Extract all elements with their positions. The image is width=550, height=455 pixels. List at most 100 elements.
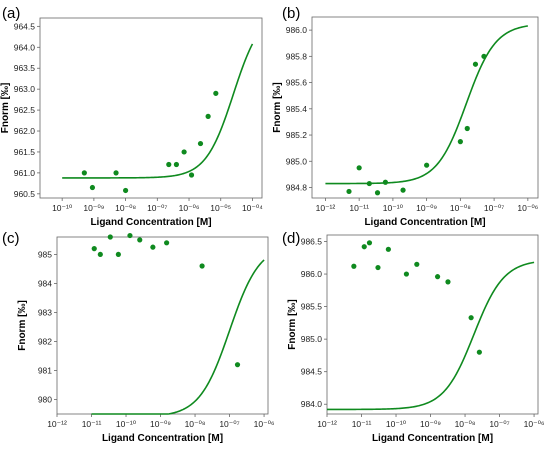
data-point (199, 263, 205, 269)
x-tick-label: 10⁻¹¹ (352, 419, 372, 429)
data-point (375, 264, 381, 271)
data-point (197, 140, 204, 147)
y-tick-label: 962.5 (14, 105, 36, 115)
y-axis-label: Fnorm [‰] (272, 82, 283, 133)
data-point (137, 237, 143, 243)
y-tick-label: 986.0 (301, 269, 323, 279)
x-tick-label: 10⁻⁰⁸ (115, 203, 136, 213)
x-tick-label: 10⁻⁰⁹ (150, 419, 171, 429)
y-tick-label: 982 (38, 336, 52, 346)
data-point (472, 61, 479, 67)
data-point (127, 232, 133, 239)
fit-curve (91, 259, 265, 415)
y-tick-label: 963.5 (14, 63, 36, 73)
fit-curve (326, 261, 535, 411)
y-tick-label: 961.5 (14, 147, 36, 157)
x-tick-label: 10⁻⁰⁶ (517, 203, 538, 213)
x-tick-label: 10⁻⁰⁸ (450, 203, 471, 213)
x-tick-label: 10⁻¹⁰ (386, 419, 407, 429)
y-tick-label: 964.0 (14, 42, 36, 52)
x-tick-label: 10⁻⁰⁶ (524, 419, 545, 429)
x-tick-label: 10⁻¹¹ (349, 203, 369, 213)
y-tick-label: 985.4 (286, 104, 308, 114)
data-point (464, 125, 470, 132)
data-point (115, 251, 121, 258)
y-tick-label: 984 (38, 278, 52, 288)
data-point (403, 271, 410, 277)
fit-curve (325, 25, 528, 185)
y-tick-label: 963.0 (14, 84, 36, 94)
data-point (89, 184, 96, 191)
y-tick-label: 985.0 (301, 334, 323, 344)
y-tick-label: 985.8 (286, 51, 308, 61)
x-axis-label: Ligand Concentration [M] (364, 217, 485, 228)
data-point (173, 161, 180, 168)
chart-panel-4: (d) 10⁻¹² 10⁻¹¹ 10⁻¹⁰ 10⁻⁰⁹ 10⁻⁰⁸ 10⁻⁰⁷ 10⁻⁰⁶ 98… (282, 230, 544, 444)
data-point (97, 251, 103, 258)
x-axis-label: Ligand Concentration [M] (90, 217, 211, 228)
y-tick-label: 985.0 (286, 156, 308, 166)
panel-label: (a) (2, 5, 20, 22)
data-point (385, 246, 391, 252)
data-point (481, 53, 487, 59)
x-tick-label: 10⁻⁰⁷ (219, 419, 239, 429)
y-tick-label: 985.5 (301, 302, 323, 312)
x-tick-label: 10⁻⁰⁶ (254, 419, 275, 429)
data-point (400, 187, 406, 193)
y-tick-label: 962.0 (14, 126, 36, 136)
data-point (356, 165, 362, 171)
data-point (468, 315, 474, 321)
y-tick-label: 985 (38, 249, 52, 259)
data-point (346, 188, 352, 195)
x-tick-label: 10⁻⁰⁵ (210, 203, 231, 213)
data-point (445, 279, 451, 285)
y-tick-label: 986.0 (286, 25, 308, 35)
y-axis-label: Fnorm [‰] (0, 83, 11, 134)
x-tick-label: 10⁻¹¹ (82, 419, 102, 429)
data-point (234, 362, 241, 368)
data-point (382, 179, 389, 185)
x-tick-label: 10⁻⁰⁴ (242, 203, 263, 213)
x-tick-label: 10⁻⁰⁹ (416, 203, 437, 213)
x-tick-label: 10⁻⁰⁶ (179, 203, 200, 213)
data-point (434, 274, 441, 280)
x-tick-label: 10⁻¹² (316, 203, 336, 213)
x-tick-label: 10⁻¹² (317, 419, 337, 429)
data-point (91, 246, 97, 252)
plot-frame (311, 16, 539, 199)
x-tick-label: 10⁻⁰⁷ (489, 419, 509, 429)
y-tick-label: 984.5 (301, 367, 323, 377)
panel-label: (b) (282, 5, 300, 22)
chart-panel-2: (b) 10⁻¹² 10⁻¹¹ 10⁻¹⁰ 10⁻⁰⁹ 10⁻⁰⁸ 10⁻⁰⁷ 10⁻⁰⁶ 98… (272, 5, 539, 228)
x-tick-label: 10⁻¹⁰ (116, 419, 137, 429)
data-point (476, 349, 482, 355)
y-tick-label: 964.5 (14, 21, 36, 31)
x-tick-label: 10⁻⁰⁸ (185, 419, 206, 429)
data-point (164, 240, 170, 246)
y-axis-label: Fnorm [‰] (17, 300, 28, 351)
y-tick-label: 961.0 (14, 168, 36, 178)
x-axis-label: Ligand Concentration [M] (372, 433, 493, 444)
y-tick-label: 985.6 (286, 78, 308, 88)
data-point (166, 161, 172, 168)
x-axis-label: Ligand Concentration [M] (102, 433, 223, 444)
y-tick-label: 986.5 (301, 237, 323, 247)
data-point (366, 180, 372, 187)
data-point (457, 139, 463, 145)
chart-panel-1: (a) 10⁻¹⁰ 10⁻⁰⁹ 10⁻⁰⁸ 10⁻⁰⁷ 10⁻⁰⁶ 10⁻⁰⁵ 10⁻⁰⁴ 96… (0, 5, 263, 228)
data-point (414, 261, 420, 267)
y-tick-label: 984.8 (286, 183, 308, 193)
y-tick-label: 980 (38, 394, 52, 404)
data-point (361, 244, 367, 250)
data-point (107, 234, 113, 240)
panel-label: (d) (282, 230, 300, 247)
y-tick-label: 983 (38, 307, 52, 317)
x-tick-label: 10⁻⁰⁷ (147, 203, 167, 213)
data-point (205, 113, 211, 119)
x-tick-label: 10⁻⁰⁹ (420, 419, 441, 429)
data-point (81, 170, 87, 176)
y-tick-label: 960.5 (14, 189, 36, 199)
data-point (424, 162, 430, 168)
chart-panel-3: (c) 10⁻¹² 10⁻¹¹ 10⁻¹⁰ 10⁻⁰⁹ 10⁻⁰⁸ 10⁻⁰⁷ 10⁻⁰⁶ 98… (2, 230, 274, 444)
